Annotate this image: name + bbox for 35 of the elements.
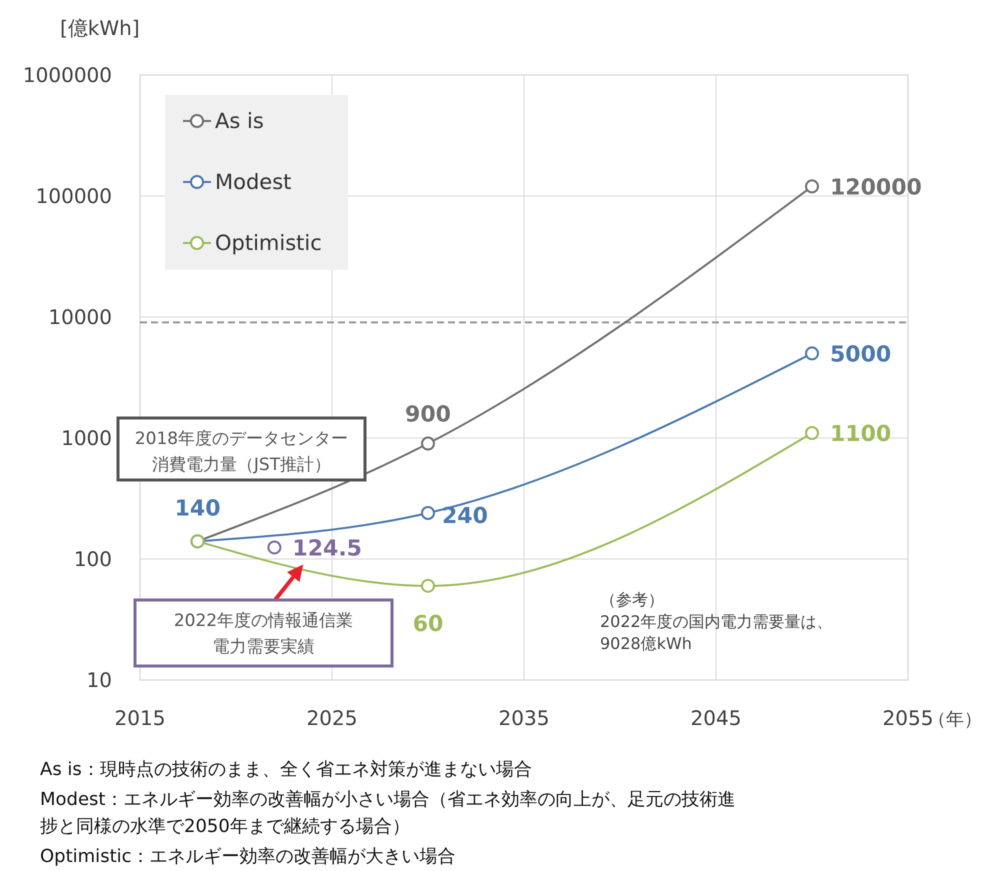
data-label: 5000 [830, 342, 892, 368]
y-axis-title: [億kWh] [60, 16, 140, 40]
y-tick-label: 100000 [36, 184, 112, 208]
x-tick-label: 2025 [306, 706, 358, 730]
data-label: 1100 [830, 422, 892, 447]
x-tick-label: 2045 [690, 706, 742, 730]
x-tick-label: 2015 [114, 706, 166, 730]
data-label: 60 [412, 612, 444, 637]
data-label: 124.5 [292, 536, 362, 562]
y-tick-label: 1000000 [22, 63, 112, 87]
annotation: （参考） 2022年度の国内電力需要量は、 9028億kWh [600, 590, 833, 653]
y-tick-label: 10 [86, 668, 112, 692]
annotation: 2022年度の情報通信業電力需要実績 [174, 611, 354, 657]
point [267, 540, 282, 554]
point [805, 346, 819, 360]
legend-label: As is [215, 109, 264, 133]
text: Modest：エネルギー効率の改善幅が小さい場合（省エネ効率の向上が、足元の技術進捗と同様の水準で2050年まで継続する場合） [40, 789, 736, 837]
point [805, 426, 819, 440]
data-label: 900 [405, 402, 451, 428]
point [421, 436, 435, 451]
point [421, 506, 435, 520]
data-label: 240 [442, 504, 488, 529]
text: Optimistic：エネルギー効率の改善幅が大きい場合 [40, 846, 456, 867]
data-label: 140 [174, 496, 221, 522]
point [805, 179, 819, 194]
data-label: 120000 [830, 175, 922, 200]
x-tick-label: 2035 [498, 706, 550, 730]
text: As is：現時点の技術のまま、全く省エネ対策が進まない場合 [40, 759, 532, 780]
y-tick-label: 1000 [61, 426, 112, 450]
annotation: 2018年度のデータセンター消費電力量（JST推計） [134, 429, 348, 475]
legend-label: Modest [215, 170, 292, 194]
legend-label: Optimistic [215, 231, 322, 255]
point [421, 578, 435, 593]
y-tick-label: 100 [74, 547, 112, 571]
y-tick-label: 10000 [48, 305, 112, 329]
